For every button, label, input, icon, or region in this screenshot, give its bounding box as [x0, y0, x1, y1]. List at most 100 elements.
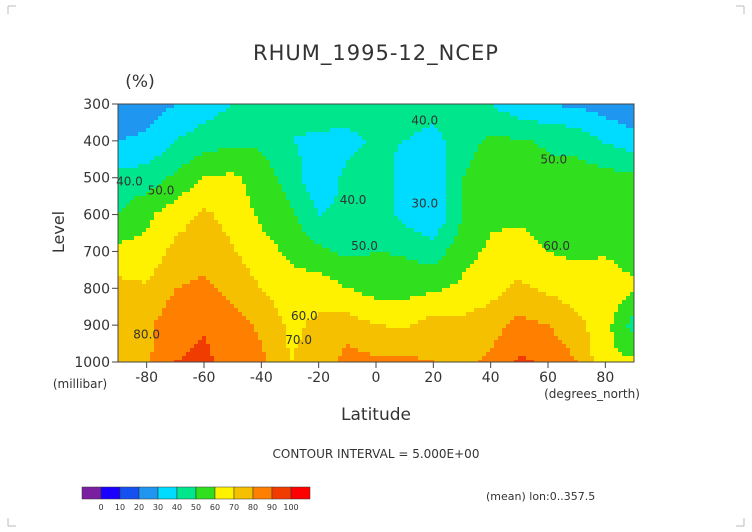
- heatmap-cell: [182, 288, 187, 293]
- heatmap-cell: [246, 144, 251, 149]
- heatmap-cell: [182, 184, 187, 189]
- heatmap-cell: [294, 336, 299, 341]
- heatmap-cell: [250, 348, 255, 353]
- heatmap-cell: [398, 124, 403, 129]
- heatmap-cell: [154, 192, 159, 197]
- heatmap-cell: [130, 192, 135, 197]
- heatmap-cell: [390, 172, 395, 177]
- heatmap-cell: [238, 268, 243, 273]
- heatmap-cell: [162, 184, 167, 189]
- heatmap-cell: [190, 316, 195, 321]
- heatmap-cell: [118, 216, 123, 221]
- heatmap-cell: [326, 248, 331, 253]
- heatmap-cell: [174, 108, 179, 113]
- heatmap-cell: [358, 360, 363, 363]
- heatmap-cell: [310, 132, 315, 137]
- heatmap-cell: [298, 268, 303, 273]
- heatmap-cell: [170, 204, 175, 209]
- heatmap-cell: [286, 264, 291, 269]
- heatmap-cell: [306, 268, 311, 273]
- heatmap-cell: [214, 228, 219, 233]
- heatmap-cell: [294, 156, 299, 161]
- heatmap-cell: [258, 276, 263, 281]
- heatmap-cell: [242, 216, 247, 221]
- heatmap-cell: [150, 200, 155, 205]
- heatmap-cell: [170, 152, 175, 157]
- heatmap-cell: [274, 316, 279, 321]
- heatmap-cell: [278, 184, 283, 189]
- heatmap-cell: [222, 132, 227, 137]
- heatmap-cell: [310, 108, 315, 113]
- heatmap-cell: [282, 344, 287, 349]
- heatmap-cell: [222, 284, 227, 289]
- heatmap-cell: [158, 280, 163, 285]
- heatmap-cell: [154, 292, 159, 297]
- heatmap-cell: [382, 232, 387, 237]
- heatmap-cell: [370, 244, 375, 249]
- heatmap-cell: [394, 200, 399, 205]
- heatmap-cell: [358, 308, 363, 313]
- heatmap-cell: [254, 332, 259, 337]
- heatmap-cell: [358, 352, 363, 357]
- heatmap-cell: [386, 332, 391, 337]
- heatmap-cell: [250, 132, 255, 137]
- heatmap-cell: [358, 132, 363, 137]
- heatmap-cell: [406, 332, 411, 337]
- heatmap-cell: [358, 204, 363, 209]
- heatmap-cell: [326, 204, 331, 209]
- heatmap-cell: [274, 120, 279, 125]
- heatmap-cell: [194, 324, 199, 329]
- heatmap-cell: [206, 220, 211, 225]
- heatmap-cell: [274, 288, 279, 293]
- heatmap-cell: [158, 204, 163, 209]
- heatmap-cell: [206, 104, 211, 109]
- heatmap-cell: [238, 144, 243, 149]
- heatmap-cell: [362, 324, 367, 329]
- heatmap-cell: [366, 280, 371, 285]
- heatmap-cell: [222, 224, 227, 229]
- heatmap-cell: [346, 132, 351, 137]
- heatmap-cell: [122, 340, 127, 345]
- heatmap-cell: [234, 120, 239, 125]
- heatmap-cell: [370, 112, 375, 117]
- heatmap-cell: [366, 160, 371, 165]
- heatmap-cell: [162, 132, 167, 137]
- heatmap-cell: [414, 172, 419, 177]
- heatmap-cell: [310, 196, 315, 201]
- heatmap-cell: [282, 156, 287, 161]
- heatmap-cell: [270, 120, 275, 125]
- heatmap-cell: [210, 360, 215, 363]
- heatmap-cell: [326, 192, 331, 197]
- heatmap-cell: [150, 232, 155, 237]
- heatmap-cell: [238, 184, 243, 189]
- heatmap-cell: [274, 332, 279, 337]
- heatmap-cell: [242, 176, 247, 181]
- heatmap-cell: [290, 120, 295, 125]
- heatmap-cell: [326, 132, 331, 137]
- heatmap-cell: [410, 224, 415, 229]
- heatmap-cell: [222, 140, 227, 145]
- heatmap-cell: [306, 164, 311, 169]
- heatmap-cell: [202, 160, 207, 165]
- heatmap-cell: [258, 352, 263, 357]
- heatmap-cell: [258, 308, 263, 313]
- heatmap-cell: [330, 316, 335, 321]
- heatmap-cell: [202, 232, 207, 237]
- heatmap-cell: [294, 256, 299, 261]
- heatmap-cell: [118, 340, 123, 345]
- heatmap-cell: [282, 164, 287, 169]
- heatmap-cell: [178, 320, 183, 325]
- heatmap-cell: [278, 248, 283, 253]
- heatmap-cell: [354, 248, 359, 253]
- heatmap-cell: [234, 148, 239, 153]
- heatmap-cell: [406, 196, 411, 201]
- heatmap-cell: [254, 288, 259, 293]
- heatmap-cell: [378, 264, 383, 269]
- heatmap-cell: [310, 276, 315, 281]
- heatmap-cell: [410, 172, 415, 177]
- heatmap-cell: [298, 300, 303, 305]
- heatmap-cell: [246, 252, 251, 257]
- heatmap-cell: [354, 160, 359, 165]
- heatmap-cell: [394, 280, 399, 285]
- heatmap-cell: [214, 172, 219, 177]
